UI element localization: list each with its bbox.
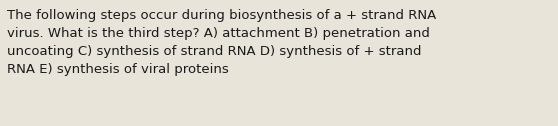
Text: The following steps occur during biosynthesis of a + strand RNA
virus. What is t: The following steps occur during biosynt… bbox=[7, 9, 436, 76]
